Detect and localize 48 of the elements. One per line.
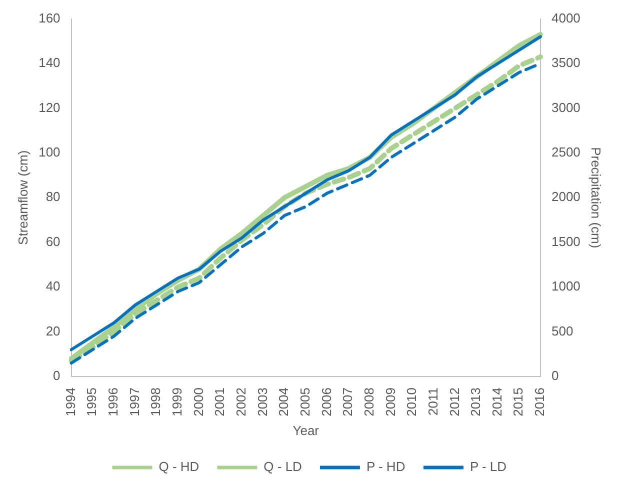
- y2-tick-label: 1000: [551, 278, 580, 294]
- legend-label: P - LD: [470, 459, 507, 474]
- y-tick-label: 20: [46, 323, 60, 338]
- x-tick-label: 2002: [233, 387, 248, 416]
- y2-tick-label: 3000: [551, 100, 580, 115]
- x-tick-label: 1995: [84, 387, 100, 416]
- y2-tick-label: 4000: [551, 10, 580, 26]
- y2-tick-label: 0: [551, 368, 559, 384]
- x-tick-label: 1998: [148, 387, 164, 416]
- y-tick-label: 80: [46, 189, 60, 204]
- x-tick-label: 2003: [254, 387, 270, 416]
- x-tick-label: 2016: [532, 387, 548, 416]
- x-tick-label: 2014: [489, 387, 504, 416]
- y-tick-label: 60: [46, 234, 60, 249]
- x-axis-title: Year: [292, 422, 320, 438]
- x-tick-label: 2010: [404, 387, 420, 416]
- legend-label: Q - LD: [264, 459, 302, 474]
- y2-tick-label: 2500: [551, 144, 580, 160]
- x-tick-label: 2008: [361, 387, 376, 416]
- x-tick-label: 2006: [318, 387, 334, 416]
- x-tick-label: 2007: [340, 387, 356, 416]
- x-tick-label: 1994: [62, 387, 78, 416]
- y2-tick-label: 2000: [551, 189, 580, 204]
- x-tick-label: 2011: [425, 387, 440, 416]
- x-tick-label: 1997: [126, 387, 142, 416]
- x-tick-label: 2012: [446, 387, 462, 416]
- y2-tick-label: 500: [551, 323, 574, 338]
- y-tick-label: 0: [53, 368, 60, 384]
- y-tick-label: 140: [38, 55, 60, 70]
- y2-tick-label: 3500: [551, 55, 580, 70]
- y-tick-label: 100: [38, 144, 60, 160]
- legend-label: P - HD: [366, 459, 406, 474]
- x-tick-label: 2015: [510, 387, 526, 416]
- y-tick-label: 120: [38, 100, 60, 115]
- y-axis-title: Streamflow (cm): [15, 150, 30, 245]
- x-tick-label: 2013: [468, 387, 484, 416]
- x-tick-label: 2009: [382, 387, 398, 416]
- y2-tick-label: 1500: [551, 234, 580, 249]
- x-tick-label: 1996: [106, 387, 121, 416]
- y-tick-label: 160: [38, 10, 60, 26]
- x-tick-label: 2005: [297, 387, 312, 416]
- x-tick-label: 2001: [212, 387, 228, 416]
- x-tick-label: 1999: [170, 387, 184, 416]
- x-tick-label: 2000: [190, 387, 206, 416]
- x-tick-label: 2004: [276, 387, 292, 416]
- y-tick-label: 40: [46, 278, 60, 294]
- y2-axis-title: Precipitation (cm): [588, 147, 604, 248]
- legend-label: Q - HD: [158, 459, 200, 474]
